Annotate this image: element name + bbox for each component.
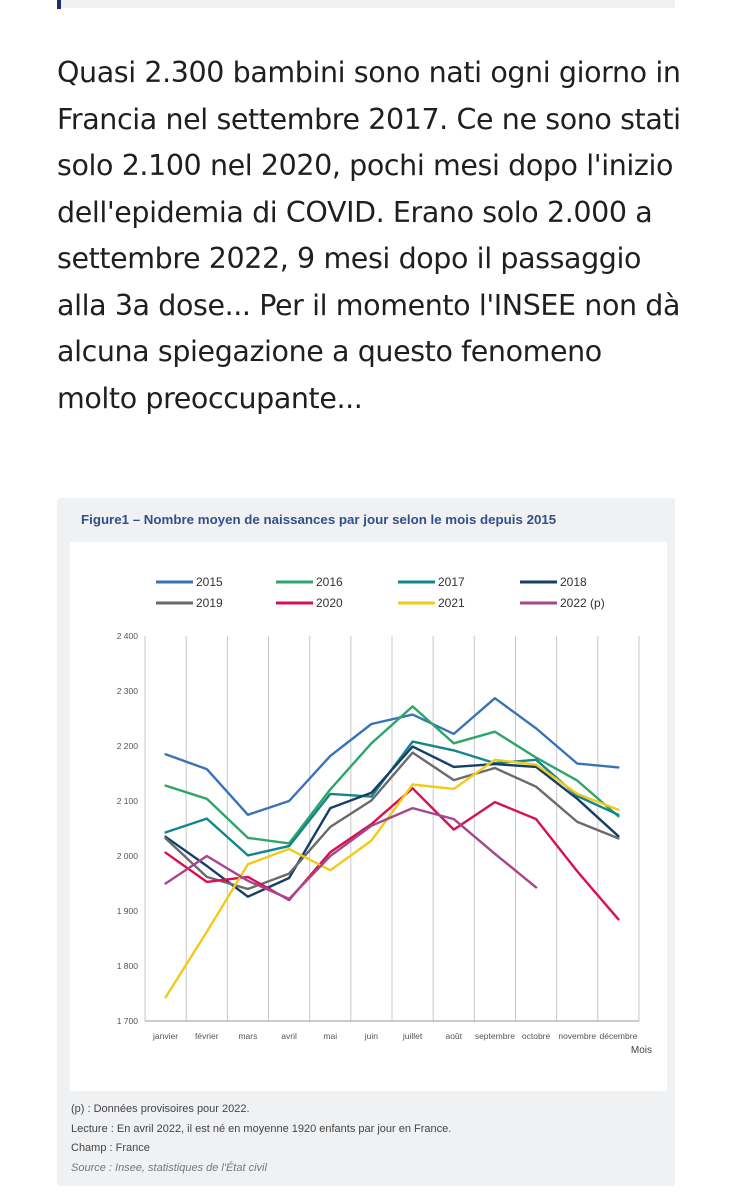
series-line-2015 — [164, 696, 620, 816]
note-scope: Champ : France — [71, 1142, 150, 1154]
x-tick-label: janvier — [152, 1031, 178, 1041]
legend-label-2017: 2017 — [438, 575, 465, 589]
top-divider — [57, 0, 675, 8]
y-tick-label: 2 100 — [117, 796, 139, 806]
legend-label-2018: 2018 — [560, 575, 587, 589]
y-tick-label: 2 000 — [117, 851, 139, 861]
top-divider-mark — [57, 0, 61, 9]
chart-panel: 1 700 1 800 1 900 2 000 2 100 2 200 2 300 2 400… — [70, 542, 667, 1091]
x-tick-label: septembre — [475, 1031, 515, 1041]
x-tick-label: août — [445, 1031, 462, 1041]
series-line-2019 — [164, 751, 620, 891]
figure-title: Figure1 – Nombre moyen de naissances par… — [81, 512, 557, 527]
legend-label-2020: 2020 — [316, 596, 343, 610]
x-tick-label: novembre — [558, 1031, 596, 1041]
y-tick-label: 1 900 — [117, 906, 139, 916]
post-text: Quasi 2.300 bambini sono nati ogni giorn… — [57, 56, 681, 415]
y-tick-label: 2 200 — [117, 741, 139, 751]
note-provisional: (p) : Données provisoires pour 2022. — [71, 1103, 250, 1115]
x-tick-label: juillet — [402, 1031, 423, 1041]
legend-label-2021: 2021 — [438, 596, 465, 610]
x-axis-title: Mois — [631, 1045, 652, 1056]
figure-card: Figure1 – Nombre moyen de naissances par… — [57, 498, 675, 1186]
series-line-2022-p — [164, 806, 538, 901]
note-source: Source : Insee, statistiques de l'État c… — [71, 1161, 267, 1174]
series-line-2018 — [164, 745, 620, 898]
line-chart: 1 700 1 800 1 900 2 000 2 100 2 200 2 300 2 400… — [117, 575, 652, 1056]
series-line-2016 — [164, 705, 620, 845]
y-tick-label: 1 700 — [117, 1016, 139, 1026]
legend-label-2015: 2015 — [196, 575, 223, 589]
y-tick-label: 2 400 — [117, 631, 139, 641]
note-reading: Lecture : En avril 2022, il est né en mo… — [71, 1122, 452, 1135]
x-tick-label: février — [195, 1031, 219, 1041]
x-tick-label: octobre — [522, 1031, 551, 1041]
y-tick-label: 1 800 — [117, 961, 139, 971]
x-tick-label: avril — [281, 1031, 297, 1041]
x-tick-label: mars — [238, 1031, 257, 1041]
legend-label-2019: 2019 — [196, 596, 223, 610]
y-tick-label: 2 300 — [117, 686, 139, 696]
legend-label-2016: 2016 — [316, 575, 343, 589]
x-tick-label: décembre — [600, 1031, 638, 1041]
x-tick-label: juin — [364, 1031, 379, 1041]
figure-notes: (p) : Données provisoires pour 2022. Lec… — [71, 1100, 451, 1178]
x-tick-label: mai — [323, 1031, 337, 1041]
legend-label-2022-p: 2022 (p) — [560, 596, 605, 610]
